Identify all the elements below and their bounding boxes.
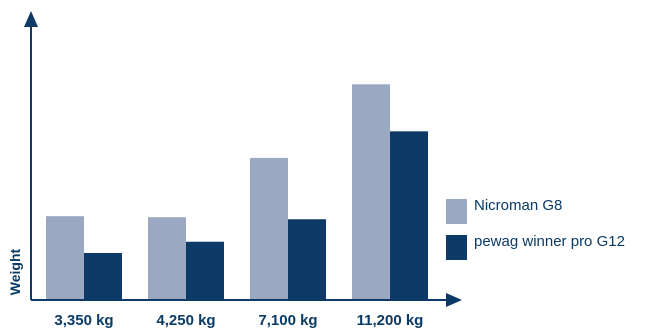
legend: Nicroman G8 pewag winner pro G12 bbox=[446, 197, 625, 260]
legend-label-1: Nicroman G8 bbox=[474, 197, 562, 214]
bar-series1-1 bbox=[46, 216, 84, 300]
bar-series1-4 bbox=[352, 84, 390, 300]
y-axis-title: Weight bbox=[7, 248, 23, 295]
bar-series2-1 bbox=[84, 252, 122, 300]
bar-series2-4 bbox=[390, 131, 428, 300]
y-axis-arrow bbox=[24, 11, 38, 27]
legend-label-2: pewag winner pro G12 bbox=[474, 233, 625, 250]
x-tick-labels: 3,350 kg 4,250 kg 7,100 kg 11,200 kg bbox=[54, 312, 423, 329]
bar-series2-3 bbox=[288, 219, 326, 300]
bars-group bbox=[46, 84, 428, 300]
bar-series1-2 bbox=[148, 217, 186, 300]
bar-series1-3 bbox=[250, 157, 288, 300]
x-axis-arrow bbox=[446, 293, 462, 307]
bar-series2-2 bbox=[186, 241, 224, 300]
x-tick-label: 4,250 kg bbox=[156, 312, 215, 329]
x-tick-label: 3,350 kg bbox=[54, 312, 113, 329]
legend-swatch-1 bbox=[446, 199, 467, 224]
legend-swatch-2 bbox=[446, 235, 467, 260]
x-tick-label: 11,200 kg bbox=[357, 312, 424, 329]
x-tick-label: 7,100 kg bbox=[258, 312, 317, 329]
